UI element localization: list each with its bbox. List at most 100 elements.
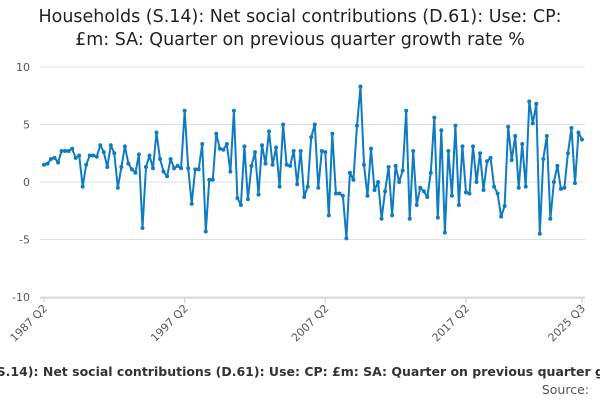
data-point	[228, 169, 233, 174]
y-tick-label: -5	[19, 234, 30, 247]
data-point	[330, 131, 335, 136]
data-point	[478, 151, 483, 156]
data-point	[506, 124, 511, 129]
data-point	[358, 84, 363, 89]
data-point	[91, 153, 96, 158]
data-point	[242, 144, 247, 149]
data-point	[435, 215, 440, 220]
data-point	[235, 196, 240, 201]
chart-title-line-1: Households (S.14): Net social contributi…	[38, 7, 562, 27]
data-point	[221, 147, 226, 152]
data-point	[442, 230, 447, 235]
data-point	[108, 143, 113, 148]
data-point	[119, 165, 124, 170]
data-point	[369, 146, 374, 151]
data-point	[84, 162, 89, 167]
chart-title-line-2: £m: SA: Quarter on previous quarter grow…	[75, 30, 525, 50]
y-tick-label: 0	[23, 176, 30, 189]
data-point	[509, 158, 514, 163]
data-point	[172, 166, 177, 171]
data-point	[73, 155, 78, 160]
data-point	[534, 101, 539, 106]
data-point	[52, 155, 57, 160]
data-point	[562, 185, 567, 190]
x-tick-label: 2017 Q2	[430, 302, 473, 345]
data-point	[66, 148, 71, 153]
data-point	[143, 165, 148, 170]
data-point	[432, 115, 437, 120]
data-point	[439, 128, 444, 133]
data-point	[98, 143, 103, 148]
source-label: Source:	[541, 382, 589, 397]
y-tick-label: -10	[12, 291, 30, 304]
data-point	[136, 152, 141, 157]
data-point	[344, 236, 349, 241]
data-point	[210, 177, 215, 182]
data-point	[520, 142, 525, 147]
data-point	[267, 129, 272, 134]
data-point	[207, 177, 212, 182]
data-point	[485, 159, 490, 164]
data-point	[411, 148, 416, 153]
data-point	[165, 174, 170, 179]
data-point	[203, 229, 208, 234]
data-point	[383, 189, 388, 194]
data-point	[365, 193, 370, 198]
data-point	[274, 145, 279, 150]
data-point	[284, 162, 289, 167]
data-point	[488, 155, 493, 160]
data-point	[347, 170, 352, 175]
data-point	[63, 148, 68, 153]
data-point	[481, 188, 486, 193]
data-point	[474, 180, 479, 184]
data-point	[147, 153, 152, 158]
data-point	[80, 184, 85, 189]
data-point	[580, 137, 584, 142]
data-point	[361, 162, 366, 167]
data-point	[390, 213, 395, 218]
data-point	[238, 203, 243, 207]
data-point	[200, 142, 205, 147]
data-point	[281, 122, 286, 127]
data-point	[555, 163, 560, 168]
data-point	[312, 122, 317, 127]
data-point	[256, 192, 261, 197]
data-point	[302, 194, 307, 199]
data-point	[404, 108, 409, 113]
data-point	[249, 163, 254, 168]
data-point	[49, 157, 54, 161]
data-point	[291, 148, 296, 153]
data-point	[231, 108, 236, 113]
data-point	[189, 201, 194, 206]
y-tick-label: 5	[23, 119, 30, 132]
data-point	[569, 125, 574, 130]
data-point	[446, 148, 451, 153]
x-tick-label: 2007 Q2	[289, 302, 332, 345]
data-point	[572, 181, 577, 186]
data-point	[499, 214, 504, 219]
data-point	[537, 231, 542, 236]
x-tick-label: 1997 Q2	[148, 302, 191, 345]
series-label-footer: Households (S.14): Net social contributi…	[0, 364, 600, 379]
data-point	[70, 146, 75, 151]
data-point	[565, 151, 570, 156]
data-point	[298, 148, 303, 153]
data-point	[245, 197, 250, 202]
x-tick-label: 1987 Q2	[8, 302, 51, 345]
data-point	[551, 180, 556, 184]
series-label: Households (S.14): Net social contributi…	[0, 364, 600, 379]
data-point	[527, 99, 532, 104]
data-point	[105, 165, 110, 170]
data-point	[544, 134, 549, 138]
data-point	[333, 191, 338, 196]
data-point	[217, 146, 222, 151]
data-point	[112, 151, 117, 156]
data-point	[87, 153, 92, 158]
data-point	[414, 203, 419, 207]
data-point	[530, 121, 535, 126]
data-point	[214, 131, 219, 136]
data-point	[260, 143, 265, 148]
data-point	[467, 191, 472, 196]
data-point	[386, 165, 391, 170]
